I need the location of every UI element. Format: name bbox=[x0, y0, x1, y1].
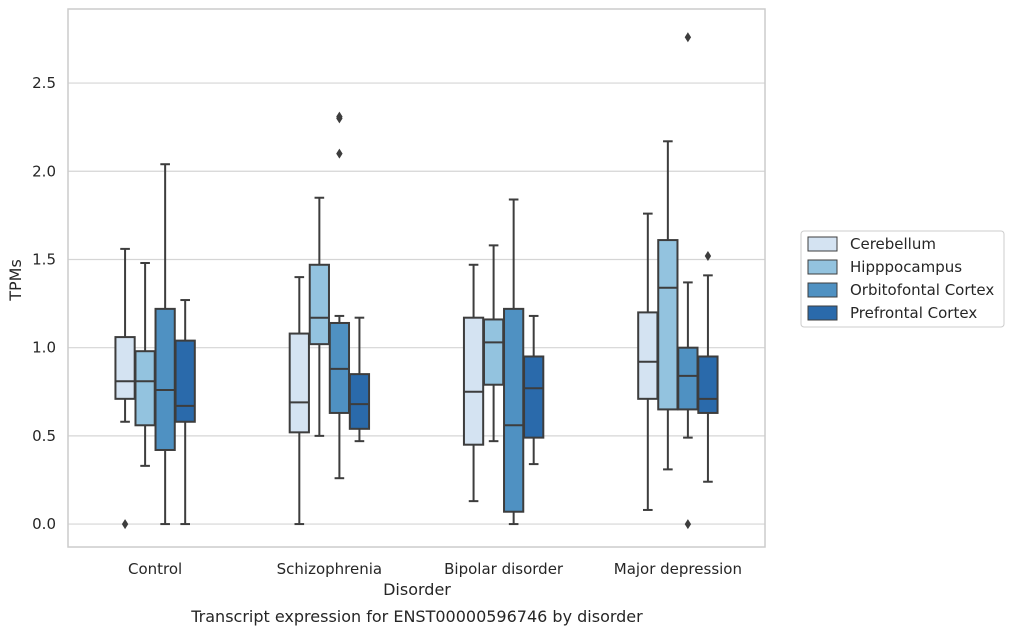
x-tick-label: Major depression bbox=[614, 560, 742, 578]
y-tick-label: 0.5 bbox=[32, 427, 56, 445]
box-2-1 bbox=[328, 111, 351, 480]
boxes bbox=[114, 32, 719, 530]
outlier-point bbox=[704, 250, 712, 261]
x-axis-label: Disorder bbox=[383, 580, 451, 599]
y-tick-label: 2.5 bbox=[32, 74, 56, 92]
legend: Cerebellum Hipppocampus Orbitofontal Corte… bbox=[800, 230, 1005, 328]
box-body bbox=[308, 263, 330, 346]
legend-label: Hipppocampus bbox=[850, 258, 962, 276]
box-2-2 bbox=[503, 198, 525, 526]
legend-frame bbox=[800, 230, 1005, 328]
box-body bbox=[154, 307, 176, 451]
y-tick-label: 1.5 bbox=[32, 250, 56, 268]
outlier-point bbox=[684, 32, 692, 43]
box-body bbox=[503, 307, 525, 513]
box-0-2 bbox=[462, 263, 485, 503]
legend-swatch bbox=[807, 305, 838, 321]
box-3-2 bbox=[523, 314, 545, 466]
box-body bbox=[657, 239, 679, 411]
figure-caption: Transcript expression for ENST0000059674… bbox=[190, 607, 643, 626]
legend-label: Prefrontal Cortex bbox=[850, 304, 977, 322]
legend-label: Orbitofontal Cortex bbox=[850, 281, 994, 299]
y-tick-label: 0.0 bbox=[32, 515, 56, 533]
outlier-point bbox=[336, 148, 343, 159]
box-0-1 bbox=[288, 276, 310, 526]
box-3-0 bbox=[174, 299, 196, 526]
x-tick-label: Bipolar disorder bbox=[444, 560, 564, 578]
legend-label: Cerebellum bbox=[850, 235, 936, 253]
box-1-3 bbox=[657, 140, 679, 471]
box-1-1 bbox=[308, 196, 330, 437]
box-1-0 bbox=[134, 262, 156, 467]
box-3-3 bbox=[697, 250, 719, 483]
box-body bbox=[114, 336, 136, 400]
legend-swatch bbox=[807, 259, 838, 275]
box-3-1 bbox=[348, 316, 371, 443]
outlier-point bbox=[684, 519, 692, 530]
box-body bbox=[174, 339, 196, 423]
box-body bbox=[134, 350, 156, 427]
box-0-0 bbox=[114, 247, 136, 530]
legend-items: Cerebellum Hipppocampus Orbitofontal Corte… bbox=[807, 235, 994, 322]
legend-swatch bbox=[807, 236, 838, 252]
box-2-0 bbox=[154, 163, 176, 526]
outlier-point bbox=[336, 111, 343, 122]
x-axis: Control Schizophrenia Bipolar disorder Majo… bbox=[128, 560, 742, 578]
box-1-2 bbox=[482, 244, 505, 443]
box-body bbox=[288, 332, 310, 434]
y-axis-label: TPMs bbox=[6, 259, 25, 302]
box-body bbox=[482, 318, 505, 386]
box-body bbox=[348, 373, 371, 430]
x-tick-label: Control bbox=[128, 560, 182, 578]
box-2-3 bbox=[677, 32, 699, 530]
y-axis: 0.0 0.5 1.0 1.5 2.0 2.5 bbox=[32, 74, 56, 533]
legend-swatch bbox=[807, 282, 838, 298]
plot-frame bbox=[67, 8, 766, 548]
box-body bbox=[523, 355, 545, 439]
box-body bbox=[462, 316, 485, 446]
y-tick-label: 1.0 bbox=[32, 339, 56, 357]
box-0-3 bbox=[637, 212, 659, 511]
box-body bbox=[677, 346, 699, 411]
y-tick-label: 2.0 bbox=[32, 162, 56, 180]
outlier-point bbox=[121, 519, 129, 530]
box-body bbox=[697, 355, 719, 414]
box-body bbox=[637, 311, 659, 400]
x-tick-label: Schizophrenia bbox=[277, 560, 382, 578]
